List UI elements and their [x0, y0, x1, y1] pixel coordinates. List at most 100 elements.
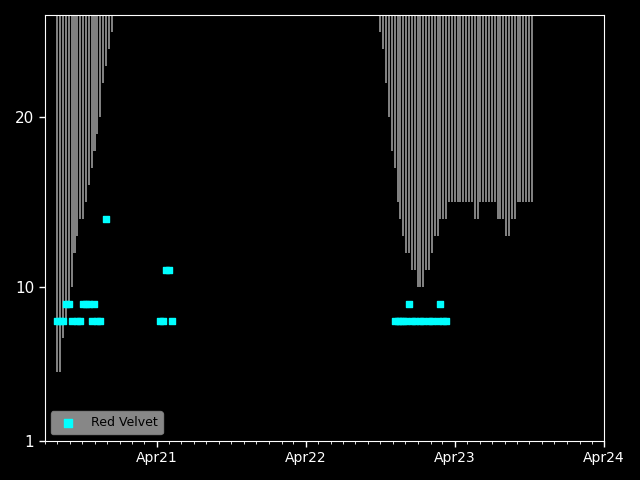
Bar	[394, 15, 396, 168]
Bar	[68, 15, 70, 304]
Bar	[525, 15, 527, 202]
Bar	[488, 15, 490, 202]
Bar	[417, 15, 419, 288]
Red Velvet	[424, 318, 434, 325]
Bar	[413, 15, 416, 270]
Red Velvet	[95, 318, 106, 325]
Red Velvet	[418, 318, 428, 325]
Bar	[436, 15, 438, 236]
Bar	[97, 15, 99, 134]
Bar	[59, 15, 61, 372]
Bar	[465, 15, 467, 202]
Bar	[56, 15, 58, 372]
Bar	[462, 15, 464, 202]
Bar	[388, 15, 390, 117]
Red Velvet	[61, 300, 71, 308]
Bar	[82, 15, 84, 219]
Bar	[493, 15, 496, 202]
Bar	[477, 15, 479, 219]
Red Velvet	[401, 318, 412, 325]
Bar	[505, 15, 507, 236]
Bar	[479, 15, 481, 202]
Red Velvet	[396, 318, 406, 325]
Red Velvet	[81, 300, 91, 308]
Bar	[422, 15, 424, 288]
Bar	[102, 15, 104, 83]
Bar	[76, 15, 78, 236]
Red Velvet	[155, 318, 165, 325]
Bar	[411, 15, 413, 270]
Red Velvet	[86, 318, 97, 325]
Bar	[79, 15, 81, 219]
Bar	[399, 15, 401, 219]
Bar	[445, 15, 447, 219]
Bar	[531, 15, 533, 202]
Red Velvet	[406, 318, 417, 325]
Bar	[70, 15, 73, 288]
Bar	[428, 15, 430, 270]
Bar	[448, 15, 450, 202]
Bar	[93, 15, 95, 151]
Bar	[111, 15, 113, 32]
Bar	[434, 15, 436, 236]
Red Velvet	[435, 300, 445, 308]
Red Velvet	[52, 318, 63, 325]
Bar	[502, 15, 504, 219]
Bar	[397, 15, 399, 202]
Bar	[380, 15, 381, 32]
Bar	[491, 15, 493, 202]
Bar	[520, 15, 522, 202]
Bar	[451, 15, 453, 202]
Red Velvet	[67, 318, 77, 325]
Red Velvet	[410, 318, 420, 325]
Bar	[419, 15, 421, 288]
Red Velvet	[164, 266, 174, 274]
Bar	[471, 15, 473, 202]
Bar	[485, 15, 487, 202]
Bar	[440, 15, 442, 219]
Red Velvet	[438, 318, 449, 325]
Bar	[105, 15, 107, 66]
Bar	[385, 15, 387, 83]
Red Velvet	[63, 300, 74, 308]
Red Velvet	[55, 318, 65, 325]
Bar	[516, 15, 518, 202]
Bar	[456, 15, 459, 202]
Bar	[474, 15, 476, 219]
Red Velvet	[161, 266, 171, 274]
Bar	[442, 15, 444, 219]
Red Velvet	[390, 318, 400, 325]
Bar	[88, 15, 90, 185]
Red Velvet	[433, 318, 443, 325]
Red Velvet	[415, 318, 426, 325]
Bar	[454, 15, 456, 202]
Bar	[460, 15, 461, 202]
Red Velvet	[427, 318, 437, 325]
Bar	[382, 15, 384, 49]
Bar	[425, 15, 427, 270]
Bar	[431, 15, 433, 253]
Bar	[408, 15, 410, 253]
Red Velvet	[58, 318, 68, 325]
Bar	[483, 15, 484, 202]
Red Velvet	[75, 318, 85, 325]
Bar	[108, 15, 110, 49]
Red Velvet	[101, 216, 111, 223]
Bar	[91, 15, 93, 168]
Bar	[528, 15, 530, 202]
Bar	[499, 15, 502, 219]
Red Velvet	[72, 318, 83, 325]
Bar	[402, 15, 404, 236]
Bar	[405, 15, 407, 253]
Red Velvet	[392, 318, 403, 325]
Bar	[511, 15, 513, 219]
Bar	[85, 15, 87, 202]
Red Velvet	[441, 318, 451, 325]
Red Velvet	[398, 318, 408, 325]
Red Velvet	[404, 300, 414, 308]
Bar	[74, 15, 76, 253]
Legend: Red Velvet: Red Velvet	[51, 411, 163, 434]
Bar	[514, 15, 516, 219]
Red Velvet	[92, 318, 102, 325]
Red Velvet	[84, 300, 94, 308]
